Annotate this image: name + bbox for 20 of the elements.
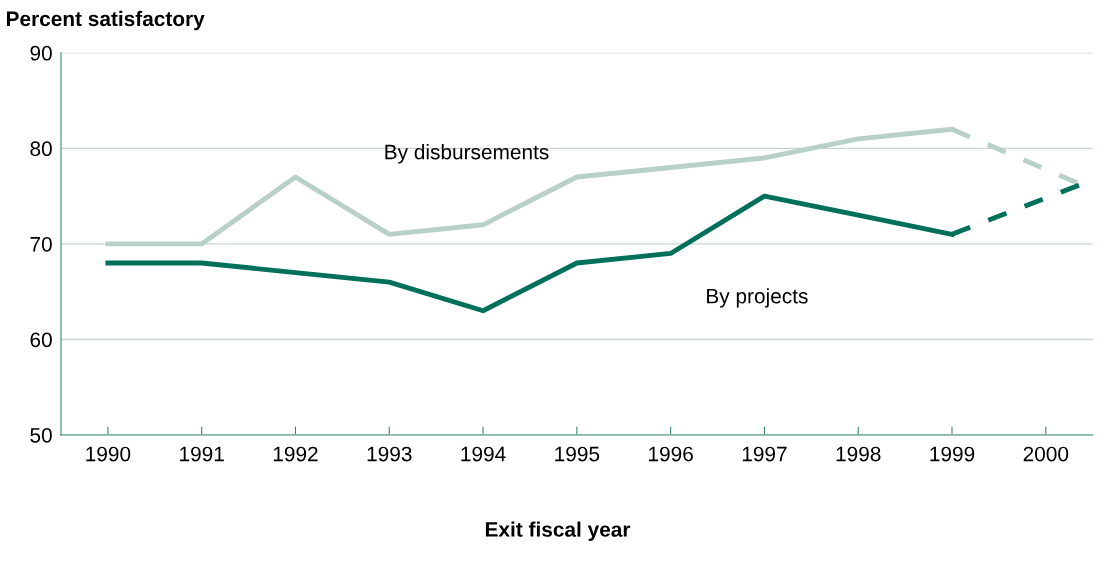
y-tick-label: 60 bbox=[30, 332, 52, 348]
x-tick-label: 1992 bbox=[273, 446, 318, 462]
x-tick-label: 1998 bbox=[836, 446, 881, 462]
y-tick-label: 90 bbox=[30, 45, 52, 61]
x-tick-label: 2000 bbox=[1023, 446, 1069, 462]
x-tick-label: 1994 bbox=[461, 446, 506, 462]
x-tick-label: 1997 bbox=[742, 446, 787, 462]
x-tick-label: 1996 bbox=[649, 446, 693, 462]
series-label: By disbursements bbox=[385, 144, 549, 164]
x-tick-label: 1999 bbox=[930, 446, 975, 462]
x-axis-title: Exit fiscal year bbox=[485, 521, 631, 541]
x-tick-label: 1990 bbox=[86, 446, 131, 462]
x-tick-label: 1995 bbox=[555, 446, 600, 462]
text: By projects bbox=[707, 288, 808, 308]
y-tick-label: 50 bbox=[30, 427, 52, 443]
y-tick-label: 80 bbox=[30, 141, 52, 157]
x-tick-label: 1993 bbox=[367, 446, 412, 462]
y-tick-label: 70 bbox=[30, 236, 52, 252]
y-axis-title: Percent satisfactory bbox=[6, 10, 205, 31]
x-tick-label: 1991 bbox=[180, 446, 224, 462]
